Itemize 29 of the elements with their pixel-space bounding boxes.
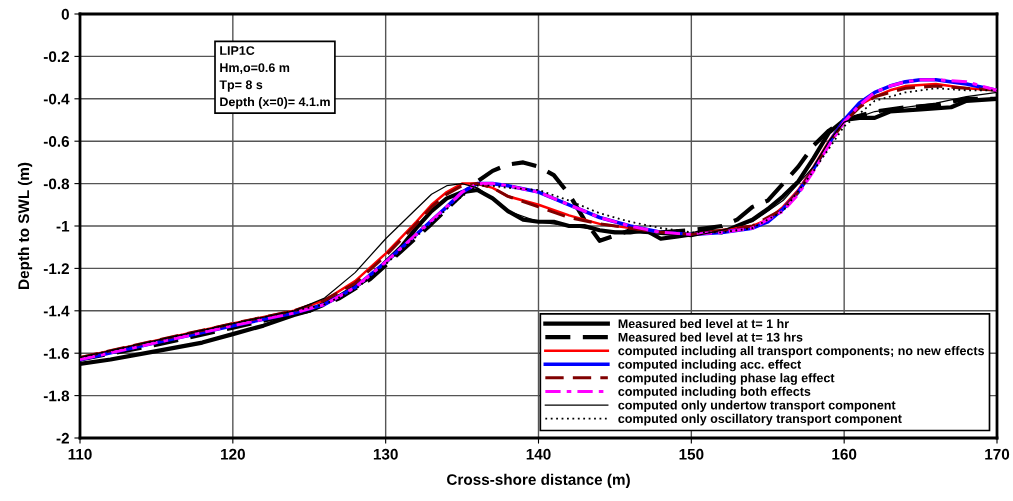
legend-label: computed including acc. effect <box>618 359 802 372</box>
y-tick-label: -1.8 <box>43 390 70 402</box>
y-tick-label: -2 <box>56 432 69 444</box>
legend-label: computed including both effects <box>618 386 811 399</box>
y-axis-title: Depth to SWL (m) <box>17 162 33 289</box>
x-tick-label: 140 <box>526 448 551 460</box>
x-axis-title: Cross-shore distance (m) <box>447 473 630 489</box>
y-tick-label: -0.8 <box>43 178 70 190</box>
legend-label: computed only undertow transport component <box>618 400 896 412</box>
legend-label: Measured bed level at t= 13 hrs <box>618 332 803 342</box>
y-tick-label: -1.6 <box>43 348 70 359</box>
y-tick-label: 0 <box>61 8 69 20</box>
x-tick-label: 150 <box>679 448 704 460</box>
x-tick-label: 170 <box>985 448 1010 460</box>
x-tick-label: 130 <box>373 448 398 460</box>
y-tick-label: -1.2 <box>43 263 69 274</box>
legend-label: computed including all transport components; no new effects <box>618 345 985 358</box>
legend-label: computed including phase lag effect <box>618 373 835 385</box>
y-tick-label: -0.4 <box>43 93 70 105</box>
x-tick-label: 160 <box>832 448 857 460</box>
x-tick-label: 120 <box>221 448 245 460</box>
y-tick-label: -1.4 <box>43 305 70 317</box>
annotation: LIP1C Hm,o=0.6 m Tp= 8 s Depth (x=0)= 4.1.m <box>219 46 330 109</box>
legend-label: computed only oscillatory transport component <box>618 413 902 426</box>
y-tick-label: -1 <box>56 221 70 232</box>
x-tick-label: 110 <box>68 448 92 460</box>
legend-label: Measured bed level at t= 1 hr <box>618 318 789 329</box>
y-tick-label: -0.6 <box>43 136 70 147</box>
y-tick-label: -0.2 <box>43 51 69 63</box>
